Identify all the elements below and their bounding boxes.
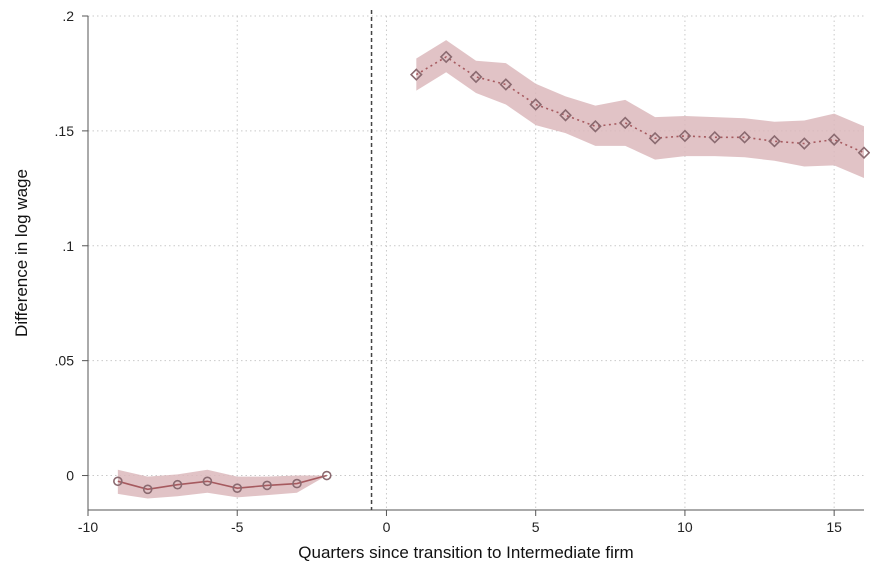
x-tick-label: -5 [231, 519, 244, 535]
data-point-diamond [797, 137, 811, 150]
data-point-circle [142, 484, 153, 495]
data-point-circle [292, 478, 302, 489]
data-point-diamond [708, 130, 722, 144]
data-point-circle [172, 479, 183, 490]
ci-bands-layer [117, 40, 864, 499]
x-tick-label: 5 [532, 519, 540, 535]
data-point-circle [232, 483, 243, 493]
y-axis-title: Difference in log wage [12, 169, 31, 337]
x-axis-title: Quarters since transition to Intermediat… [298, 543, 633, 562]
data-point-diamond [529, 98, 543, 111]
data-point-diamond [857, 146, 870, 160]
data-point-diamond [499, 78, 513, 91]
data-point-circle [202, 476, 213, 487]
y-tick-label: .05 [55, 353, 75, 369]
series-lines-layer [117, 55, 865, 491]
y-tick-label: .15 [55, 123, 75, 139]
data-point-circle [113, 476, 123, 487]
data-point-diamond [768, 134, 781, 148]
data-point-circle [321, 470, 332, 481]
markers-layer [113, 50, 870, 495]
x-tick-label: 10 [677, 519, 693, 535]
x-tick-label: 0 [383, 519, 391, 535]
data-point-diamond [409, 68, 423, 81]
series-line-0 [117, 474, 327, 491]
data-point-diamond [678, 129, 692, 143]
axes-layer: 0 .05 .1 .15 .2 -10 -5 0 5 10 15 [55, 8, 864, 535]
data-point-diamond [559, 108, 572, 122]
data-point-circle [262, 480, 272, 491]
data-point-diamond [589, 119, 602, 133]
data-point-diamond [738, 130, 751, 144]
series-line-1 [415, 55, 865, 154]
y-tick-label: .2 [62, 8, 74, 24]
data-point-diamond [469, 70, 483, 84]
ci-band-series-1 [416, 40, 864, 178]
data-point-diamond [827, 133, 841, 146]
y-tick-label: .1 [62, 238, 74, 254]
y-tick-label: 0 [66, 468, 74, 484]
data-point-diamond [618, 116, 632, 130]
data-point-diamond [648, 131, 662, 145]
x-tick-label: 15 [826, 519, 842, 535]
x-tick-label: -10 [78, 519, 98, 535]
data-point-diamond [439, 50, 453, 64]
